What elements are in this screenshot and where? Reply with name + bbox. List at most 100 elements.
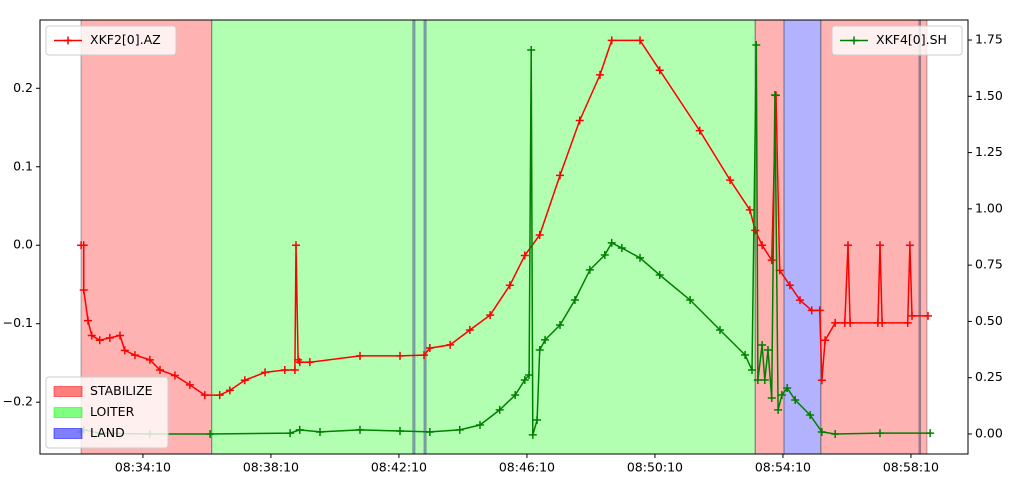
data-marker xyxy=(215,391,224,400)
data-marker xyxy=(356,351,364,360)
data-marker xyxy=(79,241,88,250)
data-marker xyxy=(752,40,761,49)
data-marker xyxy=(607,36,616,45)
y-tick-label: 0.2 xyxy=(13,80,33,95)
legend-label: STABILIZE xyxy=(90,383,153,398)
data-marker xyxy=(527,45,536,54)
data-marker xyxy=(575,116,584,125)
data-marker xyxy=(535,346,544,355)
data-marker xyxy=(817,376,826,385)
y-tick-label: 0.1 xyxy=(13,158,33,173)
data-marker xyxy=(774,405,783,414)
data-marker xyxy=(185,380,194,389)
legend-box xyxy=(831,25,963,56)
data-marker xyxy=(607,238,616,247)
data-marker xyxy=(767,256,776,265)
data-marker xyxy=(876,429,884,438)
data-marker xyxy=(116,331,124,340)
data-marker xyxy=(446,340,455,349)
y2-tick-label: 0.00 xyxy=(975,425,1003,440)
data-marker xyxy=(821,336,830,345)
data-marker xyxy=(486,311,495,320)
data-marker xyxy=(295,358,304,367)
mode-region xyxy=(783,19,822,455)
data-marker xyxy=(396,351,404,360)
data-marker xyxy=(105,333,114,342)
data-marker xyxy=(783,384,792,393)
legend-patch xyxy=(53,386,83,397)
data-marker xyxy=(760,375,769,384)
data-marker xyxy=(905,241,914,250)
data-marker xyxy=(926,429,935,438)
data-marker xyxy=(541,335,550,344)
y-tick-label: 0.0 xyxy=(13,237,33,252)
legend: STABILIZE LOITER LAND xyxy=(45,376,169,449)
data-marker xyxy=(556,321,564,330)
series-line xyxy=(80,44,931,436)
data-marker xyxy=(305,358,314,367)
data-marker xyxy=(455,425,464,434)
data-marker xyxy=(87,331,96,340)
data-marker xyxy=(286,429,295,438)
data-marker xyxy=(396,427,404,436)
legend-box xyxy=(45,25,177,56)
data-marker xyxy=(420,351,428,360)
data-marker xyxy=(200,391,209,400)
y2-tick-label: 0.75 xyxy=(975,257,1003,272)
data-marker xyxy=(156,366,164,375)
data-marker xyxy=(600,251,609,260)
y2-tick-label: 0.25 xyxy=(975,369,1003,384)
y2-tick-label: 1.00 xyxy=(975,200,1003,215)
data-marker xyxy=(295,425,304,434)
data-marker xyxy=(908,311,916,320)
plot-frame xyxy=(39,19,969,455)
data-marker xyxy=(476,420,484,429)
data-marker xyxy=(533,416,542,425)
data-marker xyxy=(796,296,804,305)
data-marker xyxy=(636,36,644,45)
data-marker xyxy=(785,281,794,290)
data-marker xyxy=(741,350,750,359)
data-marker xyxy=(758,241,767,250)
x-tick-label: 08:58:10 xyxy=(883,460,939,475)
data-marker xyxy=(806,411,815,420)
y-tick-label: −0.2 xyxy=(3,394,33,409)
data-marker xyxy=(758,341,767,350)
data-marker xyxy=(528,430,537,439)
data-marker xyxy=(511,391,520,400)
x-tick-label: 08:50:10 xyxy=(627,460,683,475)
data-marker xyxy=(225,386,234,395)
legend-patch xyxy=(53,407,83,418)
legend-patch xyxy=(53,428,83,439)
y2-tick-label: 1.75 xyxy=(975,32,1003,47)
data-marker xyxy=(130,351,139,360)
data-marker xyxy=(525,370,534,379)
data-marker xyxy=(748,366,756,375)
y2-tick-label: 1.50 xyxy=(975,88,1003,103)
mode-region xyxy=(211,19,756,455)
mode-region xyxy=(423,19,427,455)
data-marker xyxy=(596,70,604,79)
legend: XKF2[0].AZ xyxy=(45,25,177,56)
data-marker xyxy=(655,66,664,75)
mode-region xyxy=(918,19,922,455)
legend-label: LOITER xyxy=(90,404,135,419)
data-marker xyxy=(570,296,579,305)
data-marker xyxy=(495,405,504,414)
data-marker xyxy=(745,205,754,214)
mode-region xyxy=(820,19,928,455)
data-marker xyxy=(617,244,626,253)
data-marker xyxy=(261,368,270,377)
data-marker xyxy=(777,391,786,400)
data-marker xyxy=(356,425,364,434)
data-marker xyxy=(240,376,249,385)
data-marker xyxy=(292,241,300,250)
data-marker xyxy=(878,318,887,327)
data-marker xyxy=(831,429,840,438)
data-marker xyxy=(767,393,776,402)
y-tick-label: −0.1 xyxy=(3,315,33,330)
data-marker xyxy=(145,355,154,364)
data-marker xyxy=(791,395,800,404)
series-line xyxy=(81,39,928,396)
